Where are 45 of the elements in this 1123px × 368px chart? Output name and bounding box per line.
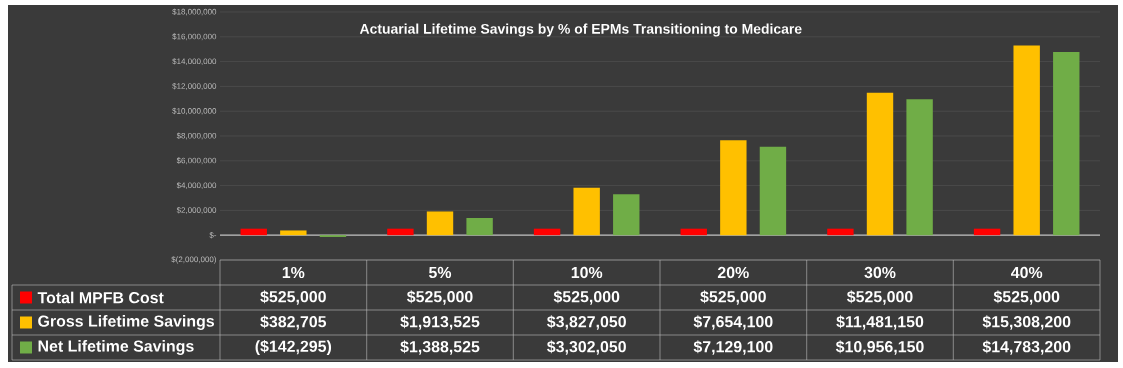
x-tick-label: 30% bbox=[864, 266, 896, 279]
bar bbox=[720, 140, 747, 236]
bar bbox=[387, 228, 414, 236]
x-tick-label: 40% bbox=[1010, 266, 1043, 279]
data-label: $525,000 bbox=[846, 290, 913, 305]
bar bbox=[280, 230, 307, 236]
bar bbox=[240, 228, 267, 236]
bar bbox=[906, 99, 933, 236]
bar bbox=[680, 228, 707, 236]
bar bbox=[1053, 51, 1080, 236]
bar bbox=[866, 92, 894, 236]
data-label: $525,000 bbox=[406, 290, 473, 305]
data-label: $525,000 bbox=[260, 290, 326, 305]
data-label: $3,827,050 bbox=[547, 315, 626, 330]
legend-label: Gross Lifetime Savings bbox=[38, 315, 215, 330]
x-tick-label: 20% bbox=[717, 266, 749, 279]
data-label: $3,302,050 bbox=[547, 340, 626, 355]
data-label: $14,783,200 bbox=[982, 340, 1071, 355]
bar bbox=[827, 228, 854, 236]
bar bbox=[466, 217, 493, 236]
data-label: $525,000 bbox=[553, 290, 620, 305]
data-label: $1,388,525 bbox=[400, 340, 480, 355]
data-label: $7,129,100 bbox=[693, 340, 773, 355]
data-label: $382,705 bbox=[260, 315, 327, 330]
legend-label: Total MPFB Cost bbox=[37, 291, 164, 304]
data-label: $10,956,150 bbox=[835, 340, 924, 355]
bar bbox=[759, 146, 787, 236]
data-label: $7,654,100 bbox=[693, 315, 773, 330]
data-label: $11,481,150 bbox=[836, 315, 924, 330]
x-tick-label: 1% bbox=[282, 266, 305, 279]
text: Actuarial Lifetime Savings by % of EPMs Transitioning to Medicare bbox=[359, 23, 802, 37]
data-label: $15,308,200 bbox=[982, 315, 1071, 330]
x-tick-label: 10% bbox=[571, 266, 603, 279]
x-tick-label: 5% bbox=[428, 266, 452, 279]
bar bbox=[573, 187, 600, 236]
bar bbox=[613, 194, 640, 236]
data-label: $525,000 bbox=[993, 290, 1060, 305]
legend-label: Net Lifetime Savings bbox=[38, 340, 194, 355]
bar bbox=[973, 228, 1001, 236]
data-label: $1,913,525 bbox=[400, 315, 480, 330]
data-label: ($142,295) bbox=[255, 339, 332, 356]
bar bbox=[426, 211, 454, 236]
data-label: $525,000 bbox=[700, 290, 766, 305]
bar bbox=[533, 228, 561, 236]
bar bbox=[1013, 45, 1040, 236]
